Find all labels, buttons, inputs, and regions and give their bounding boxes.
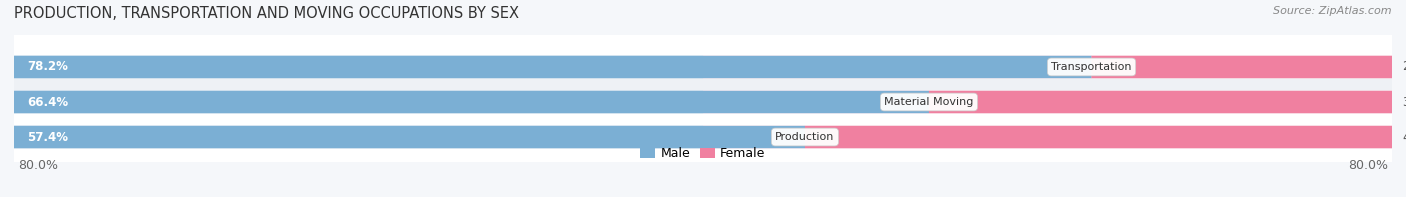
Text: 80.0%: 80.0% [1347, 159, 1388, 172]
FancyBboxPatch shape [10, 69, 1396, 135]
FancyBboxPatch shape [14, 126, 806, 148]
FancyBboxPatch shape [703, 90, 1392, 113]
FancyBboxPatch shape [14, 125, 703, 149]
FancyBboxPatch shape [804, 126, 1392, 148]
FancyBboxPatch shape [14, 55, 703, 79]
FancyBboxPatch shape [14, 91, 929, 113]
FancyBboxPatch shape [929, 91, 1392, 113]
Text: 66.4%: 66.4% [27, 96, 67, 109]
Text: Transportation: Transportation [1052, 62, 1132, 72]
FancyBboxPatch shape [10, 34, 1396, 99]
Text: 33.6%: 33.6% [1402, 96, 1406, 109]
Text: 57.4%: 57.4% [27, 131, 67, 144]
Text: 78.2%: 78.2% [27, 60, 67, 73]
Text: 42.6%: 42.6% [1402, 131, 1406, 144]
Legend: Male, Female: Male, Female [636, 142, 770, 165]
FancyBboxPatch shape [10, 104, 1396, 170]
Text: 21.8%: 21.8% [1402, 60, 1406, 73]
FancyBboxPatch shape [14, 56, 1091, 78]
Text: Production: Production [775, 132, 835, 142]
FancyBboxPatch shape [14, 90, 703, 113]
FancyBboxPatch shape [703, 55, 1392, 79]
Text: PRODUCTION, TRANSPORTATION AND MOVING OCCUPATIONS BY SEX: PRODUCTION, TRANSPORTATION AND MOVING OC… [14, 6, 519, 21]
FancyBboxPatch shape [1091, 56, 1392, 78]
Text: Material Moving: Material Moving [884, 97, 974, 107]
Text: 80.0%: 80.0% [18, 159, 59, 172]
FancyBboxPatch shape [703, 125, 1392, 149]
Text: Source: ZipAtlas.com: Source: ZipAtlas.com [1274, 6, 1392, 16]
